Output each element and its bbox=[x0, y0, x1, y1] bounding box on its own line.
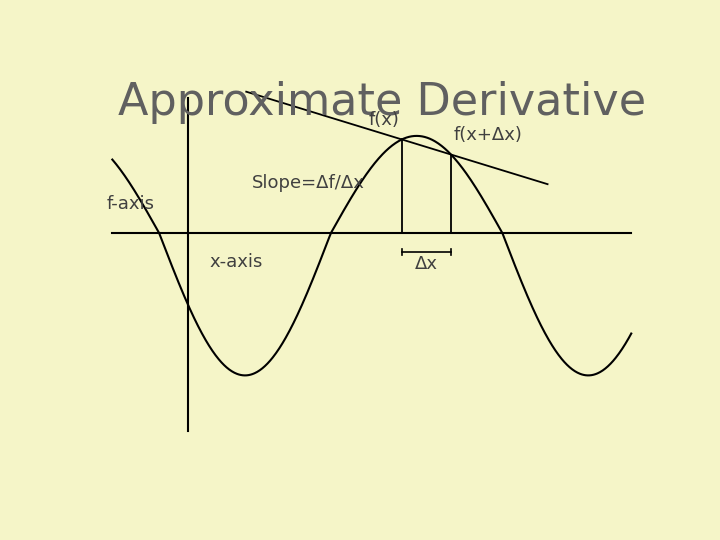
Text: f(x+Δx): f(x+Δx) bbox=[454, 126, 523, 144]
Text: f(x): f(x) bbox=[368, 111, 399, 129]
Text: f-axis: f-axis bbox=[107, 195, 155, 213]
Text: Approximate Derivative: Approximate Derivative bbox=[118, 82, 646, 124]
Text: x-axis: x-axis bbox=[210, 253, 264, 271]
Text: Slope=Δf/Δx: Slope=Δf/Δx bbox=[252, 174, 365, 192]
Text: Δx: Δx bbox=[415, 255, 438, 273]
